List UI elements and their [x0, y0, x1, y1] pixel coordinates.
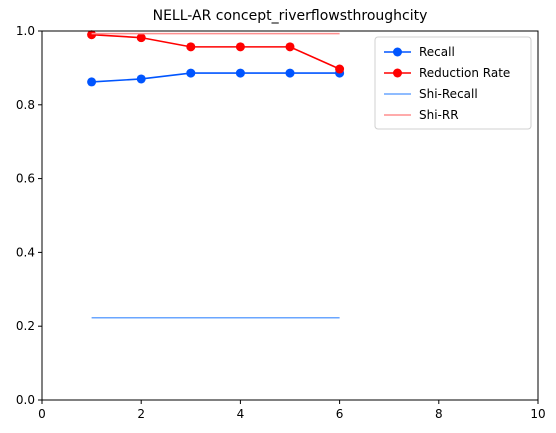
axes-frame [41, 30, 539, 401]
data-point-recall [235, 68, 245, 78]
chart-title: NELL-AR concept_riverflowsthroughcity [153, 8, 428, 24]
data-point-recall [87, 77, 97, 87]
data-point-recall [136, 74, 146, 84]
x-tick-label: 0 [38, 407, 46, 421]
legend-swatch-marker [393, 68, 402, 78]
legend-label: Reduction Rate [419, 66, 510, 80]
data-point-reduction-rate [136, 33, 146, 43]
legend-item: Reduction Rate [384, 66, 510, 80]
legend-item: Recall [384, 45, 455, 59]
plot-area [87, 30, 345, 319]
y-tick-label: 0.2 [16, 319, 35, 333]
data-point-reduction-rate [335, 64, 345, 74]
x-tick-label: 2 [137, 407, 145, 421]
x-axis: 0 2 4 6 8 10 [38, 400, 546, 421]
series-line-reduction-rate [91, 33, 340, 70]
y-tick-label: 0.6 [16, 172, 35, 186]
y-tick-label: 0.8 [16, 98, 35, 112]
y-axis: 0.0 0.2 0.4 0.6 0.8 1.0 [16, 24, 42, 407]
x-tick-label: 4 [237, 407, 245, 421]
legend-label: Shi-Recall [419, 87, 478, 101]
legend-label: Shi-RR [419, 108, 459, 122]
x-tick-label: 8 [435, 407, 443, 421]
data-point-recall [285, 68, 295, 78]
data-point-reduction-rate [285, 42, 295, 52]
y-tick-label: 0.0 [16, 393, 35, 407]
legend-swatch-marker [393, 47, 402, 57]
legend-label: Recall [419, 45, 455, 59]
series-reduction-rate [87, 30, 345, 74]
data-point-reduction-rate [186, 42, 196, 52]
y-tick-label: 1.0 [16, 24, 35, 38]
y-tick-label: 0.4 [16, 245, 35, 259]
legend: Recall Reduction Rate Shi-Recall Shi-RR [374, 36, 532, 130]
series-recall [87, 68, 345, 87]
legend-item: Shi-Recall [384, 87, 478, 101]
x-tick-label: 10 [530, 407, 545, 421]
x-tick-label: 6 [336, 407, 344, 421]
data-point-recall [186, 68, 196, 78]
legend-box [374, 36, 532, 130]
legend-item: Shi-RR [384, 108, 459, 122]
data-point-reduction-rate [235, 42, 245, 52]
data-point-reduction-rate [87, 30, 97, 40]
series-line-recall [91, 72, 340, 83]
